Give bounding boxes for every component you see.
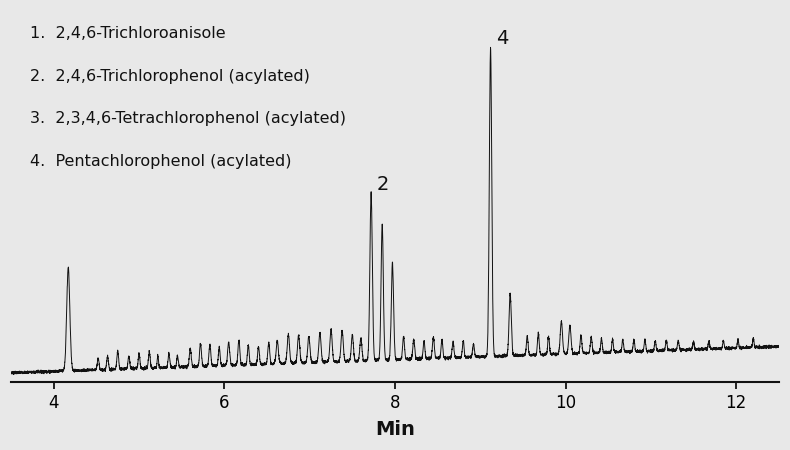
- Text: 4.  Pentachlorophenol (acylated): 4. Pentachlorophenol (acylated): [30, 154, 292, 169]
- Text: 2.  2,4,6-Trichlorophenol (acylated): 2. 2,4,6-Trichlorophenol (acylated): [30, 68, 310, 84]
- Text: 2: 2: [376, 175, 389, 194]
- Text: 4: 4: [497, 29, 509, 48]
- Text: 1.  2,4,6-Trichloroanisole: 1. 2,4,6-Trichloroanisole: [30, 26, 226, 41]
- Text: 3.  2,3,4,6-Tetrachlorophenol (acylated): 3. 2,3,4,6-Tetrachlorophenol (acylated): [30, 111, 346, 126]
- X-axis label: Min: Min: [375, 420, 415, 439]
